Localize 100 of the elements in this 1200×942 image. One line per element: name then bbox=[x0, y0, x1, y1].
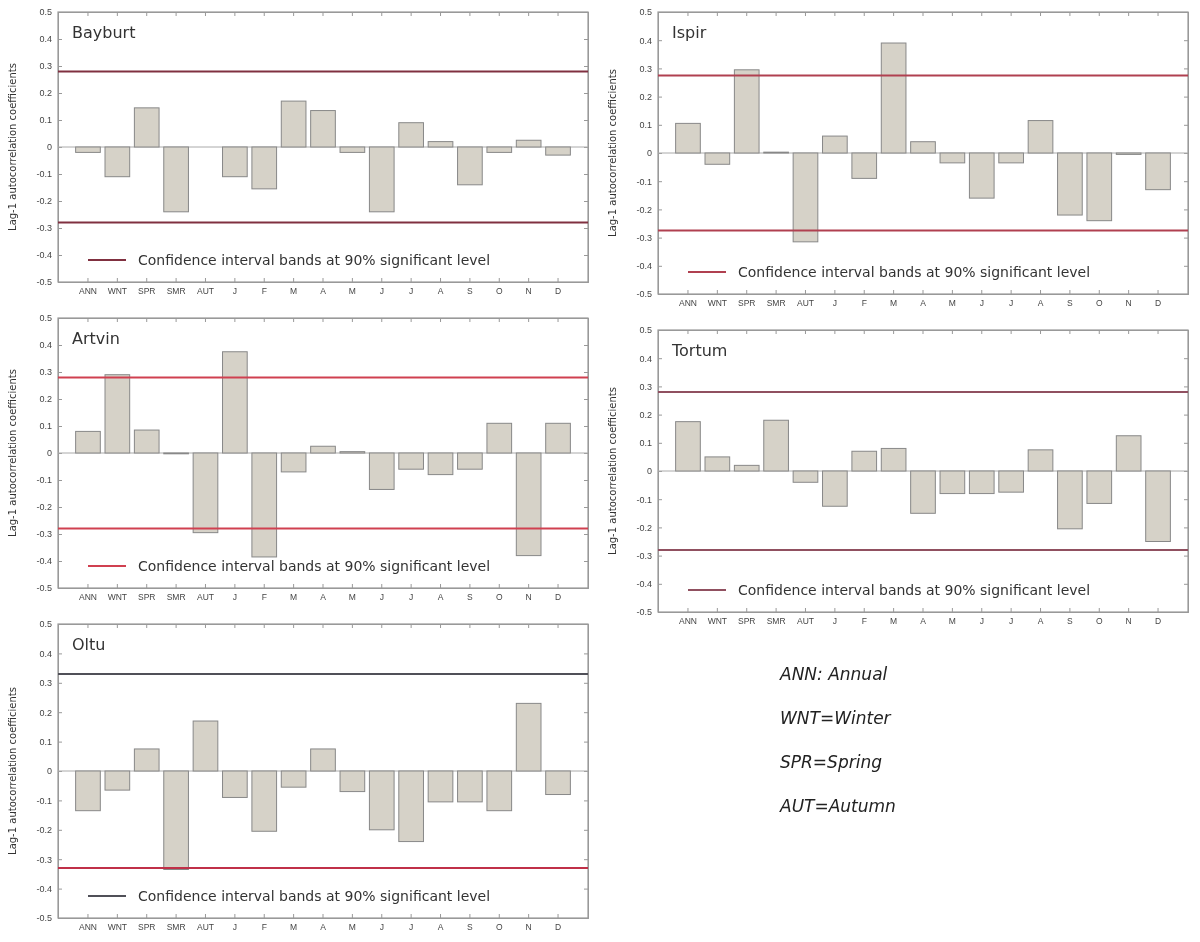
bar bbox=[457, 452, 483, 470]
text: Bayburt bbox=[72, 23, 136, 42]
y-tick-label: 0.3 bbox=[39, 367, 52, 378]
x-tick-label: M bbox=[890, 616, 898, 627]
x-tick-label: N bbox=[1125, 298, 1132, 309]
x-tick-label: ANN bbox=[78, 922, 97, 933]
bar bbox=[457, 770, 483, 803]
x-tick-label: A bbox=[1037, 298, 1044, 309]
bar bbox=[398, 452, 424, 470]
x-tick-label: ANN bbox=[78, 286, 97, 297]
y-tick-label: -0.2 bbox=[636, 522, 652, 533]
bar bbox=[1057, 470, 1083, 530]
x-tick-label: SPR bbox=[137, 592, 156, 603]
bar bbox=[486, 770, 513, 812]
x-tick-label: J bbox=[832, 298, 837, 309]
x-tick-label: WNT bbox=[107, 592, 128, 603]
y-tick-label: -0.4 bbox=[36, 250, 52, 261]
y-tick-label: 0 bbox=[646, 466, 652, 477]
x-tick-label: J bbox=[409, 922, 414, 933]
x-tick-label: M bbox=[348, 592, 356, 603]
y-tick-label: -0.4 bbox=[636, 579, 652, 590]
bar bbox=[163, 146, 189, 213]
bar bbox=[486, 422, 513, 454]
x-tick-label: WNT bbox=[707, 298, 728, 309]
x-tick-label: A bbox=[920, 616, 927, 627]
x-tick-label: S bbox=[1067, 616, 1074, 627]
y-tick-label: -0.4 bbox=[36, 556, 52, 567]
bar bbox=[792, 152, 819, 243]
y-tick-label: 0.3 bbox=[39, 678, 52, 689]
x-tick-label: SPR bbox=[737, 298, 756, 309]
y-tick-label: -0.5 bbox=[636, 607, 652, 618]
y-tick-label: 0.2 bbox=[639, 409, 652, 420]
bar bbox=[851, 450, 878, 472]
y-tick-label: -0.1 bbox=[36, 795, 52, 806]
bar bbox=[104, 146, 131, 178]
x-tick-label: D bbox=[1154, 616, 1162, 627]
y-tick-label: 0.2 bbox=[39, 394, 52, 405]
x-tick-label: ANN bbox=[678, 616, 697, 627]
y-tick-label: 0.5 bbox=[39, 619, 52, 630]
y-tick-label: 0.4 bbox=[639, 353, 652, 364]
bar bbox=[939, 470, 966, 495]
y-tick-label: 0.1 bbox=[639, 120, 652, 131]
bar bbox=[427, 141, 454, 148]
x-tick-label: J bbox=[379, 922, 384, 933]
x-tick-label: WNT bbox=[107, 922, 128, 933]
bar bbox=[75, 430, 101, 454]
x-tick-label: M bbox=[348, 286, 356, 297]
bar bbox=[280, 100, 307, 148]
x-tick-label: F bbox=[261, 922, 267, 933]
legend-label: Confidence interval bands at 90% significant level bbox=[738, 582, 1091, 598]
x-tick-label: M bbox=[290, 592, 298, 603]
bar bbox=[104, 374, 131, 454]
bar bbox=[104, 770, 131, 791]
bar bbox=[192, 720, 219, 772]
bar bbox=[1027, 449, 1054, 472]
y-tick-label: 0.3 bbox=[639, 381, 652, 392]
x-tick-label: O bbox=[495, 286, 503, 297]
bar bbox=[545, 422, 571, 454]
bar bbox=[515, 702, 542, 772]
x-tick-label: M bbox=[290, 286, 298, 297]
x-tick-label: D bbox=[554, 286, 562, 297]
x-tick-label: SMR bbox=[166, 922, 186, 933]
y-axis-title: Lag-1 autocorrelation coefficients bbox=[607, 69, 618, 237]
bar bbox=[822, 135, 848, 154]
bar bbox=[675, 122, 701, 154]
text: Artvin bbox=[72, 329, 120, 348]
x-tick-label: SMR bbox=[766, 616, 786, 627]
x-tick-label: SPR bbox=[137, 922, 156, 933]
legend-label: Confidence interval bands at 90% significant level bbox=[138, 888, 491, 904]
y-tick-label: -0.3 bbox=[36, 854, 52, 865]
x-tick-label: A bbox=[437, 922, 444, 933]
x-tick-label: A bbox=[437, 286, 444, 297]
bar bbox=[1086, 152, 1113, 222]
bar bbox=[398, 770, 424, 843]
x-tick-label: A bbox=[437, 592, 444, 603]
x-tick-label: M bbox=[348, 922, 356, 933]
y-tick-label: -0.5 bbox=[36, 277, 52, 288]
bar bbox=[515, 139, 542, 148]
bar bbox=[251, 146, 278, 190]
x-tick-label: N bbox=[1125, 616, 1132, 627]
y-tick-label: 0.1 bbox=[39, 736, 52, 747]
x-tick-label: AUT bbox=[196, 592, 214, 603]
y-axis-title: Lag-1 autocorrelation coefficients bbox=[7, 63, 18, 231]
x-tick-label: AUT bbox=[196, 922, 214, 933]
y-tick-label: -0.2 bbox=[36, 825, 52, 836]
y-tick-label: -0.1 bbox=[636, 176, 652, 187]
x-tick-label: AUT bbox=[796, 298, 814, 309]
y-tick-label: 0.1 bbox=[39, 115, 52, 126]
x-tick-label: A bbox=[320, 286, 327, 297]
x-tick-label: A bbox=[1037, 616, 1044, 627]
y-tick-label: 0.5 bbox=[639, 7, 652, 18]
bar bbox=[368, 770, 395, 831]
x-tick-label: M bbox=[890, 298, 898, 309]
x-tick-label: S bbox=[467, 922, 474, 933]
x-tick-label: ANN bbox=[78, 592, 97, 603]
bar bbox=[880, 42, 907, 154]
bar bbox=[968, 470, 995, 495]
x-tick-label: O bbox=[1095, 616, 1103, 627]
y-tick-label: 0.4 bbox=[39, 34, 52, 45]
x-tick-label: J bbox=[1009, 298, 1014, 309]
